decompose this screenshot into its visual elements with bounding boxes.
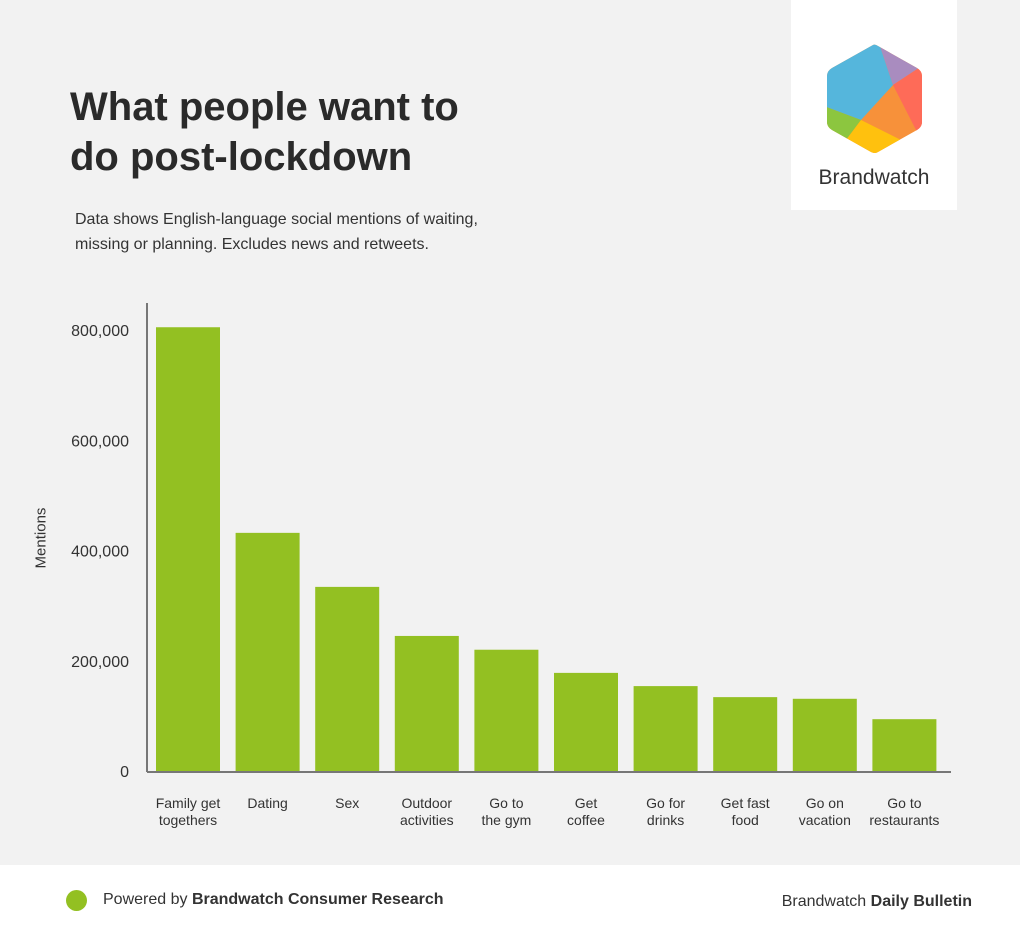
x-tick-label: Go for: [646, 795, 685, 811]
x-tick-label: food: [732, 812, 759, 828]
bar: [713, 697, 778, 771]
powered-prefix: Powered by: [103, 891, 192, 908]
bulletin-bold: Daily Bulletin: [870, 893, 972, 910]
title-line-1: What people want to: [70, 85, 459, 129]
subtitle: Data shows English-language social menti…: [75, 207, 535, 257]
x-tick-label: activities: [400, 812, 454, 828]
y-tick-label: 0: [120, 764, 129, 781]
bar: [156, 327, 220, 771]
green-dot-icon: [66, 890, 87, 911]
subtitle-line-2: missing or planning. Excludes news and r…: [75, 236, 429, 253]
x-tick-label: drinks: [647, 812, 684, 828]
y-tick-label: 200,000: [71, 654, 129, 671]
x-tick-label: Go on: [806, 795, 844, 811]
x-tick-label: Go to: [887, 795, 921, 811]
x-tick-label: Dating: [247, 795, 287, 811]
bulletin-prefix: Brandwatch: [781, 893, 871, 910]
x-tick-label: Get: [575, 795, 598, 811]
bar: [633, 686, 698, 771]
x-tick-label: Outdoor: [402, 795, 453, 811]
bar: [792, 698, 857, 771]
x-tick-label: vacation: [799, 812, 851, 828]
page-title: What people want to do post-lockdown: [70, 82, 530, 182]
x-tick-label: restaurants: [869, 812, 939, 828]
title-line-2: do post-lockdown: [70, 135, 413, 179]
bar: [872, 719, 937, 771]
y-tick-label: 800,000: [71, 323, 129, 340]
x-tick-label: Sex: [335, 795, 359, 811]
x-tick-label: Get fast: [721, 795, 770, 811]
daily-bulletin-text: Brandwatch Daily Bulletin: [782, 893, 972, 911]
y-tick-label: 400,000: [71, 544, 129, 561]
logo-text: Brandwatch: [818, 166, 930, 189]
bar: [554, 672, 618, 771]
subtitle-line-1: Data shows English-language social menti…: [75, 211, 478, 228]
bar: [235, 532, 300, 771]
powered-brand: Brandwatch Consumer Research: [191, 891, 444, 908]
powered-by-text: Powered by Brandwatch Consumer Research: [103, 891, 444, 909]
bar: [474, 649, 539, 771]
footer: Powered by Brandwatch Consumer Research …: [0, 865, 1020, 941]
bar: [394, 635, 459, 771]
brandwatch-logo-card: Brandwatch: [791, 0, 957, 210]
x-tick-label: coffee: [567, 812, 605, 828]
x-tick-label: Go to: [489, 795, 523, 811]
x-tick-label: the gym: [481, 812, 531, 828]
bar: [315, 586, 380, 771]
x-tick-label: Family get: [156, 795, 221, 811]
brandwatch-hexagon-logo-icon: [827, 44, 922, 153]
y-tick-label: 600,000: [71, 433, 129, 450]
x-tick-label: togethers: [159, 812, 217, 828]
